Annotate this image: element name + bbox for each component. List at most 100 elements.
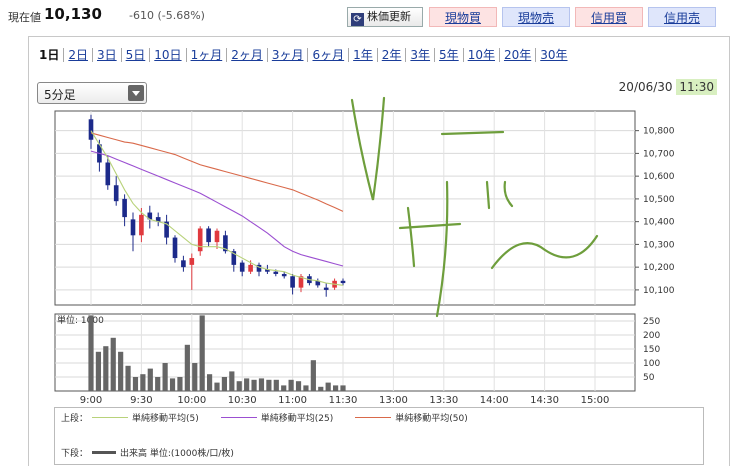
volume-tick-label: 150	[643, 345, 660, 355]
price-tick-label: 10,300	[643, 240, 675, 250]
volume-bar	[155, 377, 161, 391]
period-tab-15[interactable]: 20年	[500, 48, 537, 62]
candle-body	[323, 287, 329, 290]
candle-body	[172, 237, 178, 259]
time-tick-label: 15:00	[581, 395, 610, 406]
chevron-down-icon	[128, 85, 144, 101]
legend-lower-label: 下段：	[61, 449, 89, 459]
period-tab-12[interactable]: 3年	[406, 48, 436, 62]
time-tick-label: 10:30	[228, 395, 257, 406]
volume-tick-label: 200	[643, 331, 660, 341]
candle-body	[164, 221, 169, 238]
period-tab-16[interactable]: 30年	[540, 48, 568, 62]
refresh-icon: ⟳	[351, 13, 364, 26]
legend-label-2: 単純移動平均(25)	[260, 414, 334, 424]
candle-body	[281, 273, 287, 277]
volume-bar	[192, 363, 198, 391]
chart-datetime: 20/06/30 11:30	[619, 79, 717, 95]
candle-body	[105, 162, 111, 186]
volume-bar	[310, 360, 316, 391]
period-tab-10[interactable]: 1年	[349, 48, 378, 62]
candle-body	[239, 262, 245, 272]
volume-tick-label: 250	[643, 317, 660, 327]
period-tabs: 1日 2日 3日 5日 10日 1ヶ月 2ヶ月 3ヶ月 6ヶ月 1年 2年 3年 5年 10年 20年 30年	[35, 44, 572, 66]
price-tick-label: 10,500	[643, 195, 675, 205]
price-tick-label: 10,700	[643, 149, 675, 159]
period-tab-4[interactable]: 5日	[122, 48, 151, 62]
volume-panel-frame	[54, 313, 636, 392]
volume-bar	[221, 377, 228, 391]
candle-body	[273, 271, 279, 274]
legend-swatch-3	[355, 417, 392, 418]
volume-bar	[266, 379, 272, 391]
period-tab-2[interactable]: 2日	[64, 48, 93, 62]
time-tick-label: 10:00	[177, 395, 206, 406]
trade-button-3[interactable]: 信用買	[575, 7, 643, 27]
volume-bar	[103, 346, 109, 391]
candle-body	[298, 276, 304, 288]
current-price-value: 10,130	[44, 5, 102, 23]
time-tick-label: 9:00	[80, 395, 102, 406]
period-tab-5[interactable]: 10日	[150, 48, 187, 62]
legend-upper-label: 上段：	[61, 414, 89, 424]
trade-button-1[interactable]: 現物買	[429, 7, 497, 27]
volume-bar	[214, 382, 220, 391]
candle-body	[223, 235, 228, 252]
period-tab-7[interactable]: 2ヶ月	[227, 48, 268, 62]
candle-body	[155, 217, 161, 222]
volume-bar	[199, 315, 205, 391]
candle-body	[206, 228, 211, 243]
volume-bar	[88, 315, 94, 391]
period-tab-11[interactable]: 2年	[378, 48, 407, 62]
volume-bar	[147, 368, 153, 391]
time-tick-label: 13:30	[429, 395, 458, 406]
volume-bar	[184, 344, 190, 391]
trade-button-2[interactable]: 現物売	[502, 7, 570, 27]
legend-label-1: 単純移動平均(5)	[132, 414, 199, 424]
refresh-label: 株価更新	[367, 10, 411, 23]
legend-volume-label: 出来高 単位:(1000株/口/枚)	[120, 449, 234, 459]
volume-bar	[132, 377, 139, 391]
volume-bar	[229, 371, 235, 391]
candle-body	[189, 258, 195, 265]
candle-body	[130, 219, 136, 236]
volume-bar	[95, 351, 102, 391]
time-tick-label: 14:30	[530, 395, 559, 406]
time-tick-label: 13:00	[379, 395, 408, 406]
volume-bar	[303, 385, 309, 391]
price-tick-label: 10,400	[643, 218, 675, 228]
price-tick-label: 10,200	[643, 263, 675, 273]
period-tab-1[interactable]: 1日	[35, 48, 65, 62]
ma50-line	[90, 132, 344, 212]
volume-bar	[273, 379, 279, 391]
price-tick-label: 10,600	[643, 172, 675, 182]
volume-bar	[244, 378, 250, 391]
volume-bar	[236, 381, 242, 391]
volume-tick-label: 50	[643, 373, 655, 383]
legend-swatch-1	[92, 417, 129, 418]
volume-bar	[206, 374, 213, 391]
period-tab-14[interactable]: 10年	[464, 48, 500, 62]
time-tick-label: 11:00	[278, 395, 307, 406]
candle-body	[88, 119, 94, 140]
time-tick-label: 14:00	[480, 395, 509, 406]
candle-body	[290, 276, 295, 288]
price-change: -610 (-5.68%)	[129, 9, 205, 22]
chart-panel: 1日 2日 3日 5日 10日 1ヶ月 2ヶ月 3ヶ月 6ヶ月 1年 2年 3年 5年 10年 20年 30年…	[28, 36, 730, 466]
candle-body	[265, 269, 270, 272]
period-tab-6[interactable]: 1ヶ月	[187, 48, 228, 62]
refresh-price-button[interactable]: ⟳ 株価更新	[347, 7, 423, 27]
volume-bar	[318, 386, 324, 391]
candle-body	[147, 212, 153, 220]
period-tab-3[interactable]: 3日	[93, 48, 122, 62]
volume-bar	[140, 374, 146, 391]
volume-bar	[118, 351, 124, 391]
ma5-line	[90, 130, 344, 286]
period-tab-8[interactable]: 3ヶ月	[268, 48, 309, 62]
period-tab-9[interactable]: 6ヶ月	[308, 48, 350, 62]
trade-button-4[interactable]: 信用売	[648, 7, 716, 27]
volume-unit-label: 単位: 1000	[57, 314, 104, 326]
interval-select[interactable]: 5分足	[37, 82, 147, 104]
period-tab-13[interactable]: 5年	[435, 48, 464, 62]
volume-bar	[281, 385, 287, 391]
